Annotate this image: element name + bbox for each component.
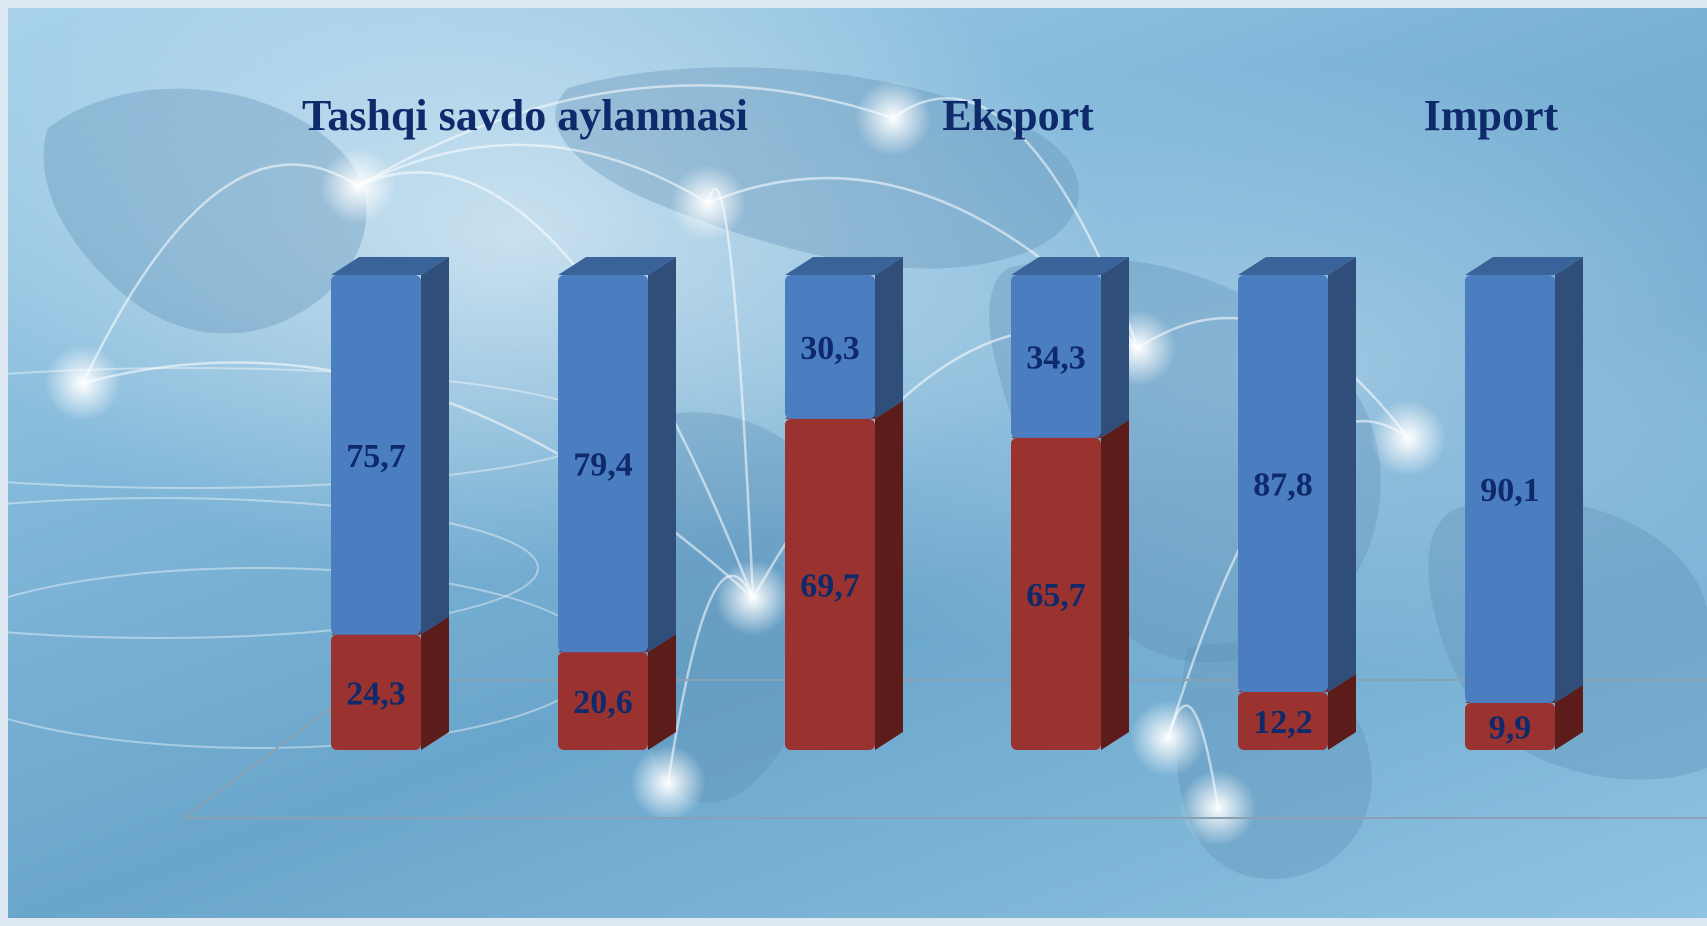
group-title-2: Eksport (942, 91, 1094, 140)
bar-top-2 (558, 257, 676, 653)
data-label-top-3: 30,3 (800, 330, 860, 367)
bar-top-1 (331, 257, 449, 635)
group-titles: Tashqi savdo aylanmasi Eksport Import (302, 91, 1559, 140)
data-label-bottom-1: 24,3 (346, 675, 406, 712)
group-title-3: Import (1424, 91, 1559, 140)
bar-top-5 (1238, 257, 1356, 693)
data-label-top-2: 79,4 (573, 447, 633, 484)
data-label-top-4: 34,3 (1026, 339, 1086, 376)
data-label-top-5: 87,8 (1253, 467, 1313, 504)
bars (331, 257, 1583, 750)
data-label-bottom-4: 65,7 (1026, 577, 1086, 614)
group-title-1: Tashqi savdo aylanmasi (302, 91, 748, 140)
data-label-top-1: 75,7 (346, 438, 406, 475)
data-label-bottom-6: 9,9 (1489, 709, 1532, 746)
value-labels: 24,3 75,7 20,6 79,4 69,7 30,3 65,7 34,3 12,2 87,8… (346, 330, 1540, 747)
bar-top-6 (1465, 257, 1583, 703)
chart-area: Tashqi savdo aylanmasi Eksport Import 24,3… (8, 8, 1707, 918)
data-label-bottom-2: 20,6 (573, 684, 633, 721)
stacked-bar-chart: Tashqi savdo aylanmasi Eksport Import 24,3… (8, 67, 1707, 880)
data-label-top-6: 90,1 (1480, 472, 1540, 509)
data-label-bottom-5: 12,2 (1253, 704, 1313, 741)
bar-top-4 (1011, 257, 1129, 438)
bar-top-3 (785, 257, 903, 419)
data-label-bottom-3: 69,7 (800, 567, 860, 604)
